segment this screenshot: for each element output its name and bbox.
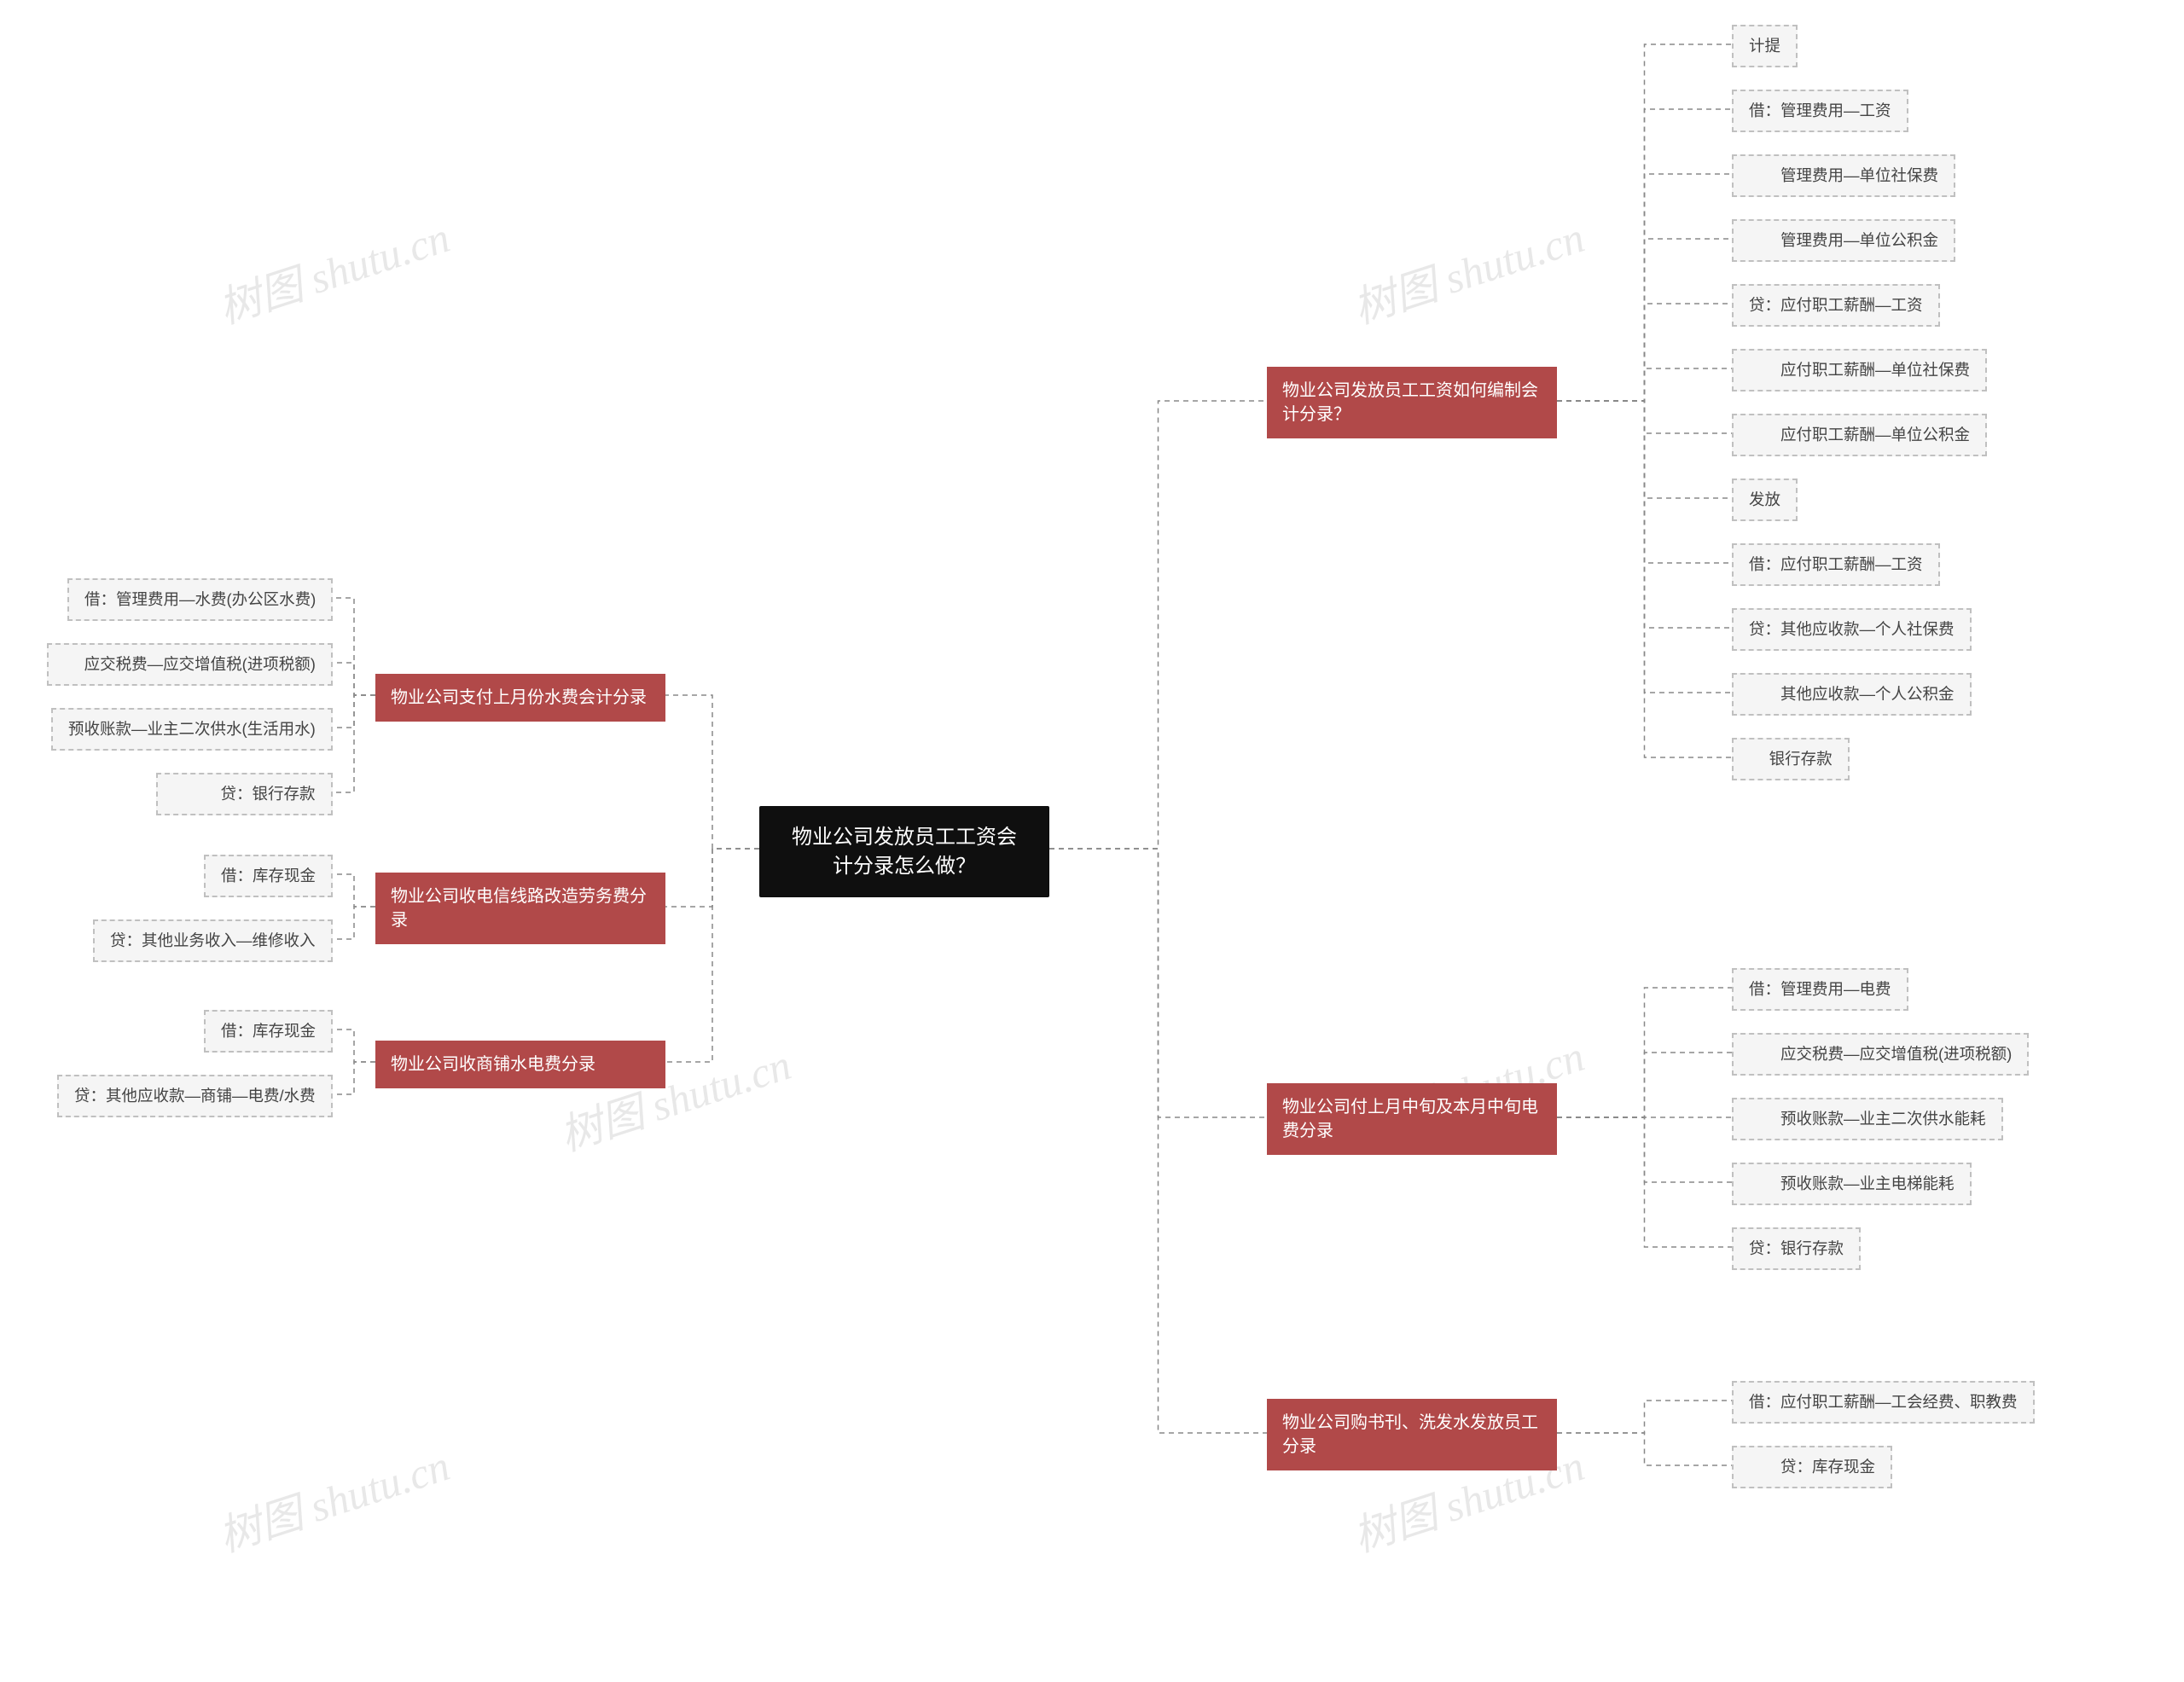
- leaf-right: 管理费用—单位社保费: [1732, 154, 1955, 197]
- leaf-right: 计提: [1732, 25, 1798, 67]
- watermark: 树图 shutu.cn: [210, 1431, 456, 1563]
- branch-line: 计分录？: [1282, 403, 1542, 426]
- leaf-right: 借：应付职工薪酬—工会经费、职教费: [1732, 1381, 2035, 1424]
- branch-line: 物业公司付上月中旬及本月中旬电: [1282, 1095, 1542, 1119]
- branch-line: 物业公司购书刊、洗发水发放员工: [1282, 1411, 1542, 1435]
- branch-left: 物业公司收商铺水电费分录: [375, 1041, 665, 1088]
- branch-left: 物业公司收电信线路改造劳务费分录: [375, 873, 665, 944]
- branch-right: 物业公司发放员工工资如何编制会计分录？: [1267, 367, 1557, 438]
- root-node: 物业公司发放员工工资会 计分录怎么做？: [759, 806, 1049, 897]
- leaf-left: 贷：银行存款: [156, 773, 333, 815]
- leaf-right: 贷：应付职工薪酬—工资: [1732, 284, 1940, 327]
- leaf-right: 贷：其他应收款—个人社保费: [1732, 608, 1972, 651]
- leaf-right: 贷：库存现金: [1732, 1446, 1892, 1488]
- branch-line: 分录: [1282, 1435, 1542, 1459]
- leaf-right: 预收账款—业主电梯能耗: [1732, 1163, 1972, 1205]
- leaf-left: 借：库存现金: [204, 855, 333, 897]
- leaf-right: 应付职工薪酬—单位社保费: [1732, 349, 1987, 392]
- leaf-right: 应付职工薪酬—单位公积金: [1732, 414, 1987, 456]
- leaf-right: 借：管理费用—电费: [1732, 968, 1908, 1011]
- leaf-right: 借：管理费用—工资: [1732, 90, 1908, 132]
- branch-line: 物业公司发放员工工资如何编制会: [1282, 379, 1542, 403]
- leaf-left: 借：管理费用—水费(办公区水费): [67, 578, 333, 621]
- branch-left: 物业公司支付上月份水费会计分录: [375, 674, 665, 722]
- root-line2: 计分录怎么做？: [780, 852, 1029, 881]
- watermark: 树图 shutu.cn: [210, 203, 456, 335]
- leaf-right: 应交税费—应交增值税(进项税额): [1732, 1033, 2029, 1076]
- leaf-right: 银行存款: [1732, 738, 1850, 780]
- leaf-right: 预收账款—业主二次供水能耗: [1732, 1098, 2003, 1140]
- branch-line: 物业公司收电信线路改造劳务费分: [391, 884, 650, 908]
- root-line1: 物业公司发放员工工资会: [780, 823, 1029, 852]
- leaf-right: 借：应付职工薪酬—工资: [1732, 543, 1940, 586]
- leaf-right: 管理费用—单位公积金: [1732, 219, 1955, 262]
- branch-right: 物业公司付上月中旬及本月中旬电费分录: [1267, 1083, 1557, 1155]
- leaf-left: 贷：其他应收款—商铺—电费/水费: [57, 1075, 333, 1117]
- branch-line: 录: [391, 908, 650, 932]
- branch-right: 物业公司购书刊、洗发水发放员工分录: [1267, 1399, 1557, 1470]
- leaf-right: 其他应收款—个人公积金: [1732, 673, 1972, 716]
- watermark: 树图 shutu.cn: [1345, 203, 1591, 335]
- leaf-right: 发放: [1732, 478, 1798, 521]
- branch-line: 费分录: [1282, 1119, 1542, 1143]
- leaf-right: 贷：银行存款: [1732, 1227, 1861, 1270]
- leaf-left: 应交税费—应交增值税(进项税额): [47, 643, 333, 686]
- leaf-left: 借：库存现金: [204, 1010, 333, 1053]
- leaf-left: 预收账款—业主二次供水(生活用水): [51, 708, 333, 751]
- leaf-left: 贷：其他业务收入—维修收入: [93, 919, 333, 962]
